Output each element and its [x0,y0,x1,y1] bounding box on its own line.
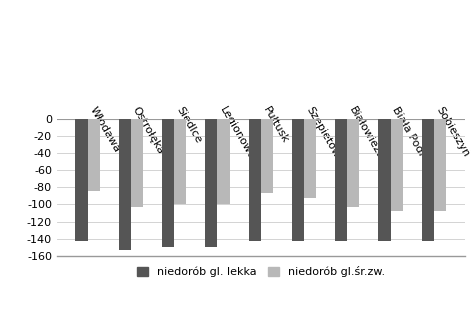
Bar [434,119,446,211]
Bar [304,119,316,198]
Bar [378,119,391,241]
Bar [335,119,347,241]
Bar [88,119,100,192]
Bar [218,119,229,204]
Bar [131,119,143,207]
Bar [205,119,218,247]
Bar [162,119,174,247]
Bar [118,119,131,250]
Legend: niedorób gl. lekka, niedorób gl.śr.zw.: niedorób gl. lekka, niedorób gl.śr.zw. [134,263,388,280]
Bar [174,119,186,204]
Bar [75,119,88,241]
Bar [292,119,304,241]
Bar [391,119,403,211]
Bar [347,119,359,207]
Bar [248,119,261,241]
Bar [261,119,273,193]
Bar [422,119,434,241]
